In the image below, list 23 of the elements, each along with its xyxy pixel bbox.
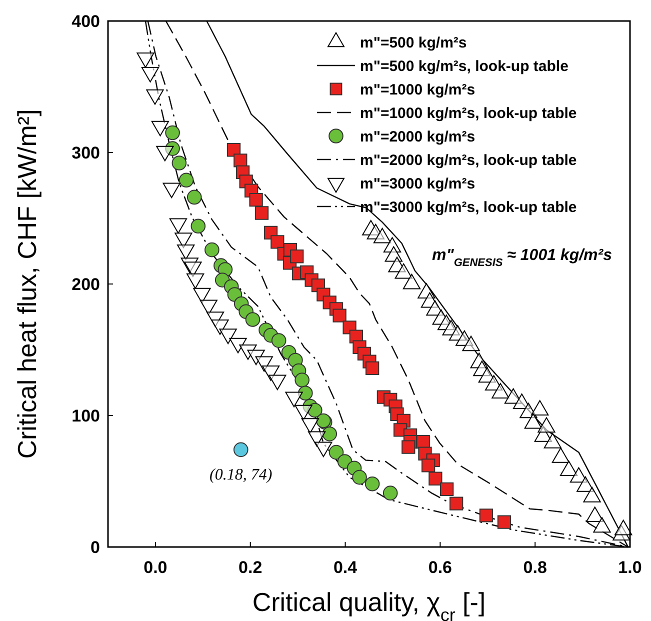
annotation: m"$_{GENESIS}$ ≈ 1001 kg/m²s: [432, 247, 612, 269]
y-tick-label: 100: [72, 406, 100, 426]
x-tick-label: 0.6: [428, 558, 452, 577]
annotation: (0.18, 74): [210, 466, 272, 484]
legend-label: m"=1000 kg/m²s, look-up table: [360, 104, 577, 122]
y-axis-title: Critical heat flux, CHF [kW/m²]: [12, 109, 42, 459]
legend-label: m"=3000 kg/m²s: [360, 175, 476, 192]
x-tick-label: 1.0: [618, 558, 642, 577]
legend-label: m"=2000 kg/m²s: [360, 128, 476, 146]
y-tick-label: 0: [90, 538, 100, 557]
x-axis-title: Critical quality, χ$_{cr}$ [-]: [252, 587, 486, 621]
x-tick-label: 0.8: [523, 558, 547, 577]
x-tick-label: 0.0: [144, 558, 168, 577]
y-tick-label: 400: [72, 12, 100, 31]
legend-label: m"=1000 kg/m²s: [360, 81, 476, 98]
x-tick-label: 0.2: [238, 558, 262, 577]
legend-label: m"=500 kg/m²s: [360, 34, 467, 52]
y-tick-label: 200: [72, 274, 100, 294]
legend-label: m"=2000 kg/m²s, look-up table: [360, 152, 577, 169]
y-tick-label: 300: [72, 143, 100, 162]
legend-label: m"=3000 kg/m²s, look-up table: [360, 198, 577, 216]
x-tick-label: 0.4: [333, 558, 358, 577]
legend-label: m"=500 kg/m²s, look-up table: [360, 58, 568, 75]
